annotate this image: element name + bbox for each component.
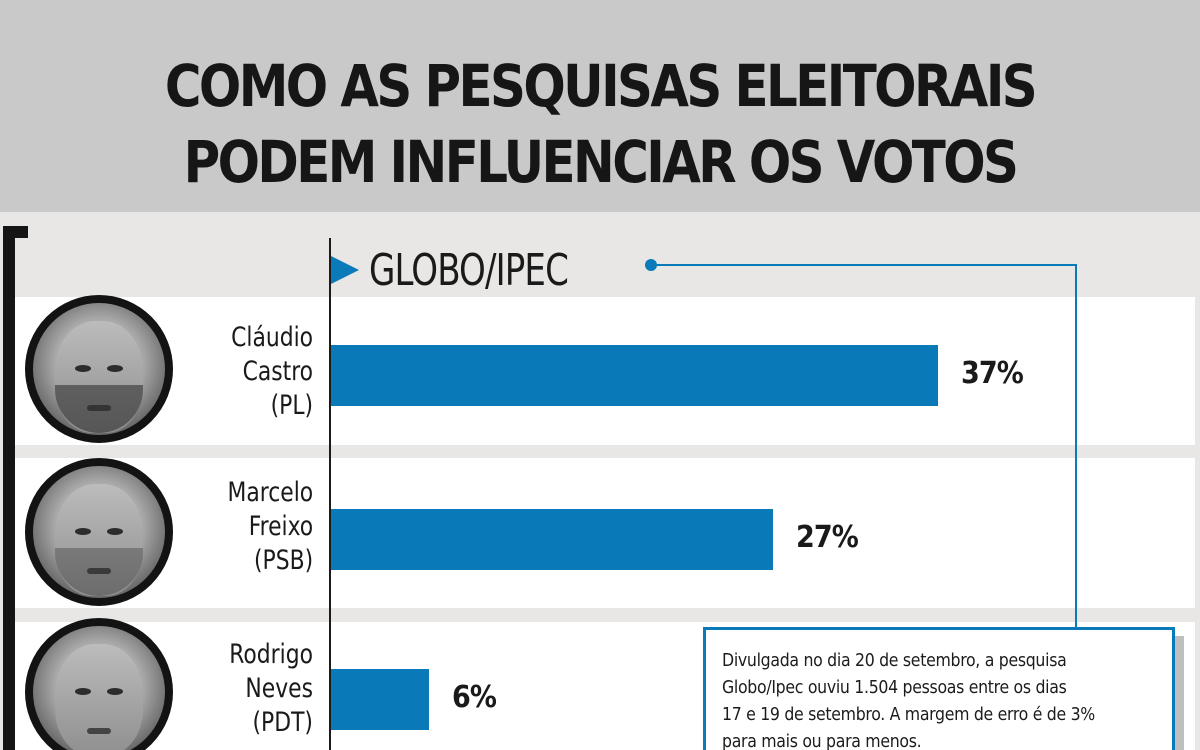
candidate-first-name: Cláudio	[231, 322, 313, 353]
candidate-last-name: Castro	[242, 356, 313, 387]
bar	[331, 669, 429, 730]
page-title: COMO AS PESQUISAS ELEITORAIS PODEM INFLU…	[84, 48, 1116, 200]
callout-line: para mais ou para menos.	[722, 732, 922, 750]
eye-shape	[75, 688, 91, 695]
callout-text: Divulgada no dia 20 de setembro, a pesqu…	[722, 648, 1154, 750]
source-heading: GLOBO/IPEC	[331, 240, 600, 300]
candidate-first-name: Marcelo	[227, 477, 313, 508]
eye-shape	[75, 528, 91, 535]
candidate-party: (PDT)	[252, 707, 313, 738]
face-photo	[55, 321, 143, 433]
avatar	[25, 458, 173, 606]
title-line-2: PODEM INFLUENCIAR OS VOTOS	[183, 128, 1019, 196]
candidate-party: (PSB)	[253, 545, 313, 576]
bar	[331, 345, 938, 406]
title-line-1: COMO AS PESQUISAS ELEITORAIS	[164, 52, 1038, 120]
candidate-row: Rodrigo Neves (PDT) 6%	[15, 618, 1195, 750]
callout-line: Divulgada no dia 20 de setembro, a pesqu…	[722, 651, 1067, 671]
candidate-name: Marcelo Freixo (PSB)	[227, 476, 313, 578]
beard-shape	[55, 548, 143, 596]
methodology-callout: Divulgada no dia 20 de setembro, a pesqu…	[703, 627, 1175, 750]
candidate-row: Cláudio Castro (PL) 37%	[15, 295, 1195, 445]
callout-line: 17 e 19 de setembro. A margem de erro é …	[722, 705, 1095, 725]
face-photo	[55, 484, 143, 596]
value-label: 6%	[452, 680, 497, 715]
eye-shape	[75, 365, 91, 372]
bracket-bar	[3, 226, 15, 750]
bracket-cap	[3, 226, 28, 238]
candidate-row: Marcelo Freixo (PSB) 27%	[15, 458, 1195, 608]
mouth-shape	[87, 728, 111, 734]
candidate-party: (PL)	[270, 390, 313, 421]
avatar	[25, 295, 173, 443]
mouth-shape	[87, 568, 111, 574]
eye-shape	[107, 528, 123, 535]
candidate-name: Rodrigo Neves (PDT)	[229, 638, 313, 740]
avatar	[25, 618, 173, 750]
candidate-last-name: Freixo	[248, 511, 313, 542]
triangle-right-icon	[331, 256, 359, 284]
leader-line-horizontal	[651, 264, 1077, 266]
source-label: GLOBO/IPEC	[369, 244, 569, 296]
axis-divider	[329, 238, 331, 750]
eye-shape	[107, 688, 123, 695]
value-label: 37%	[961, 356, 1024, 391]
candidate-first-name: Rodrigo	[229, 639, 313, 670]
callout-line: Globo/Ipec ouviu 1.504 pessoas entre os …	[722, 678, 1067, 698]
header-band: COMO AS PESQUISAS ELEITORAIS PODEM INFLU…	[0, 0, 1200, 212]
leader-line-vertical	[1075, 264, 1077, 628]
candidate-name: Cláudio Castro (PL)	[231, 321, 313, 423]
value-label: 27%	[796, 520, 859, 555]
eye-shape	[107, 365, 123, 372]
face-photo	[55, 644, 143, 750]
candidate-last-name: Neves	[245, 673, 313, 704]
chart-panel: GLOBO/IPEC Cláudio Castro (PL) 37%	[0, 212, 1200, 750]
beard-shape	[55, 385, 143, 433]
bar	[331, 509, 773, 570]
